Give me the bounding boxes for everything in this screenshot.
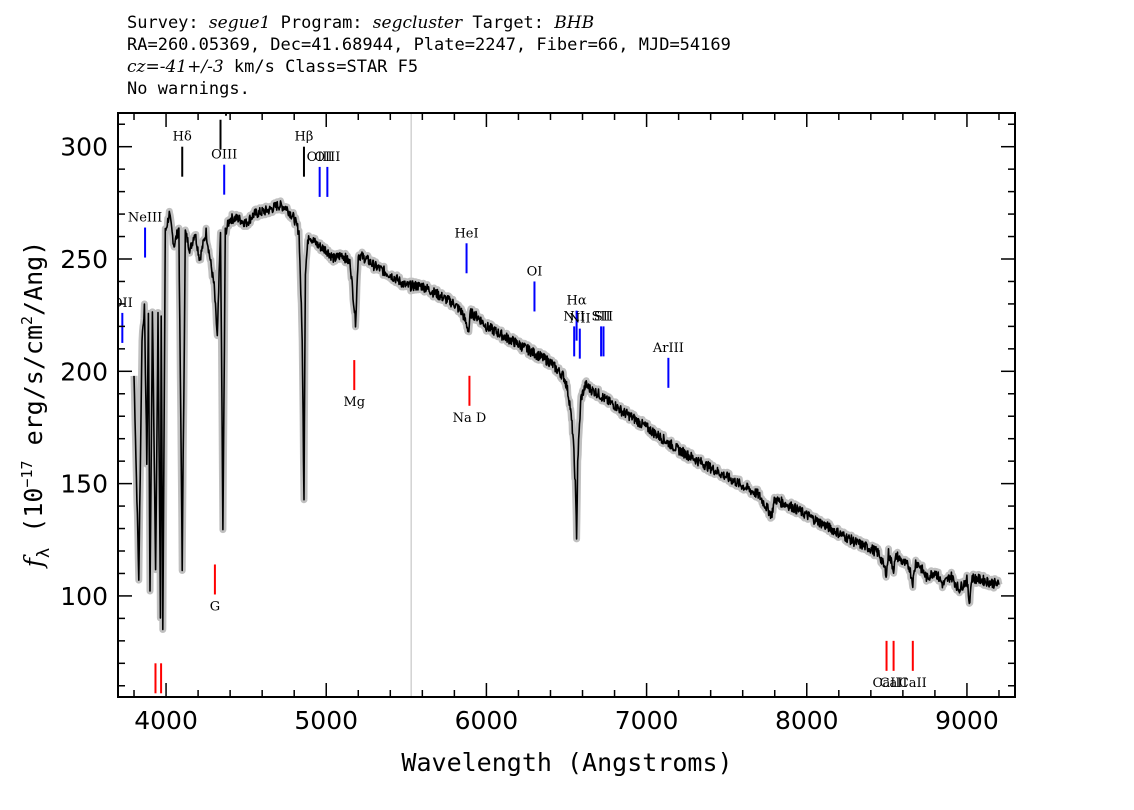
y-title-tail: erg/s/cm [19,325,48,460]
line-marker-nii-12-label: NII [569,312,591,327]
line-marker-oiii-5-label: OIII [314,150,340,165]
line-marker-neiii-6-label: NeIII [128,211,162,226]
line-marker-nii-10-label: NII [563,309,585,324]
x-tick-label: 4000 [134,706,198,735]
cz-value: -41+/-3 [159,57,224,77]
program-value: segcluster [372,13,463,33]
header-line-coordinates: RA=260.05369, Dec=41.68944, Plate=2247, … [127,35,731,55]
line-marker-sii-14-label: SII [594,309,613,324]
line-marker-oii-7-label: OII [112,296,133,311]
spectrum-header: Survey: segue1 Program: segcluster Targe… [127,12,731,100]
line-marker-oi-9-label: OI [527,264,543,279]
y-title-exp2: 2 [18,316,36,325]
y-tick-label: 250 [60,245,108,274]
line-marker-h--2-label: Hβ [295,130,314,145]
survey-label: Survey: [127,13,199,33]
y-tick-label: 100 [60,582,108,611]
line-marker-caii-22-label: CaII [880,676,908,691]
survey-value: segue1 [208,13,271,33]
x-tick-label: 9000 [935,706,999,735]
line-marker-caii-23-label: CaII [899,676,927,691]
line-marker-na-d-17-label: Na D [453,411,487,426]
line-marker-caii-21-label: CaII [873,676,901,691]
y-title-sub: λ [34,548,54,558]
header-line-warnings: No warnings. [127,79,250,99]
y-title-f: f [19,554,48,569]
x-axis-title: Wavelength (Angstroms) [401,748,732,777]
y-axis-title: fλ (10−17 erg/s/cm2/Ang) [18,241,54,570]
line-marker-h--0-label: Hδ [173,130,192,145]
line-marker-ariii-15-label: ArIII [652,341,684,356]
x-tick-label: 7000 [615,706,679,735]
axes: 4000 5000 6000 7000 8000 9000 100 150 200 250 300 [60,112,1016,735]
x-tick-label: 8000 [775,706,839,735]
spectrum-line [133,200,1000,631]
line-marker-sii-13-label: SII [592,309,611,324]
line-marker-h--1-label: Hγ [211,103,230,118]
line-marker-h--11-label: Hα [567,294,587,309]
cz-prefix: cz= [127,57,160,77]
line-marker-hei-8-label: HeI [454,226,478,241]
x-tick-label: 5000 [294,706,358,735]
line-marker-g-18-label: G [210,599,220,614]
class-text: km/s Class=STAR F5 [223,57,419,77]
header-line-survey: Survey: segue1 Program: segcluster Targe… [127,12,731,34]
program-label: Program: [280,13,363,33]
target-value: BHB [554,13,595,33]
target-label: Target: [472,13,545,33]
line-marker-mg-16-label: Mg [343,395,365,410]
y-title-rest: (10 [19,488,48,548]
y-tick-label: 200 [60,357,108,386]
error-band [130,197,1003,633]
line-marker-oiii-4-label: OIII [307,150,333,165]
header-line-redshift: cz=-41+/-3 km/s Class=STAR F5 [127,56,731,78]
x-tick-label: 6000 [455,706,519,735]
line-marker-oiii-3-label: OIII [211,148,237,163]
y-tick-label: 150 [60,470,108,499]
plot-frame [117,112,1016,698]
y-tick-label: 300 [60,133,108,162]
y-title-exp: −17 [18,460,36,487]
y-title-end: /Ang) [19,241,48,316]
